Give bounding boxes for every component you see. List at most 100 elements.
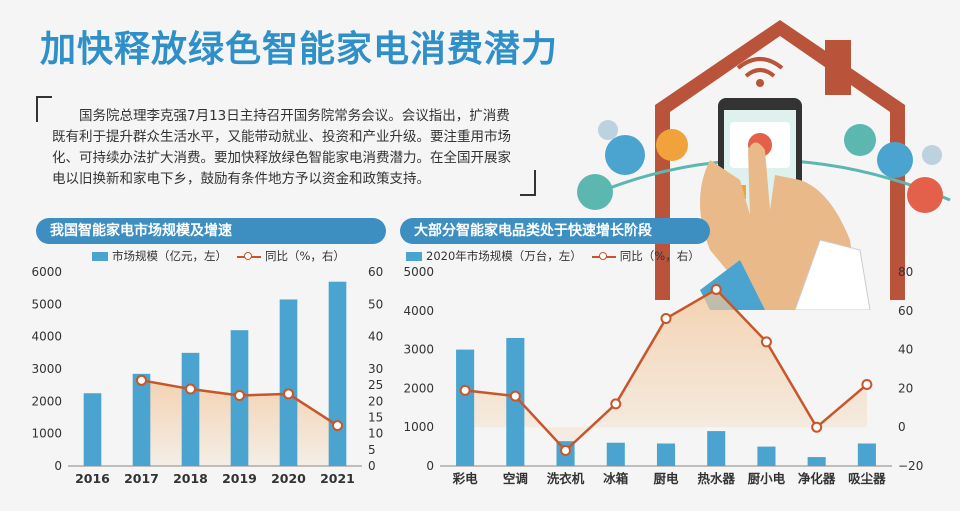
chart2-category-label: 厨小电 (748, 471, 786, 486)
chart2-line-point (811, 421, 823, 433)
chart2-legend: 2020年市场规模（万台，左） 同比（%，右） (406, 248, 700, 264)
chart2-category-label: 净化器 (798, 471, 836, 486)
chart1-left-tick: 3000 (31, 362, 62, 376)
legend-bar-swatch (92, 251, 108, 261)
chart2-bar (707, 431, 726, 466)
chart2-bar (857, 443, 876, 466)
chart2-category-label: 洗衣机 (547, 471, 585, 486)
chart1-right-tick: 30 (368, 362, 383, 376)
chart2-line-point (660, 313, 672, 325)
chart1-left-tick: 1000 (31, 427, 62, 441)
intro-paragraph: 国务院总理李克强7月13日主持召开国务院常务会议。会议指出，扩消费既有利于提升群… (52, 108, 511, 187)
chart1-legend: 市场规模（亿元，左） 同比（%，右） (92, 248, 345, 264)
chart2-legend-bar: 2020年市场规模（万台，左） (426, 249, 582, 263)
chart2-left-tick: 4000 (403, 304, 434, 318)
chart1-line-point (283, 388, 294, 400)
chart2-bar (807, 457, 826, 466)
chart1-bar (132, 373, 151, 466)
chart2-category-label: 彩电 (452, 471, 479, 486)
chart1-legend-line: 同比（%，右） (265, 249, 345, 263)
bracket-bottom-right (520, 170, 536, 196)
fridge-icon (577, 174, 613, 210)
legend-line-swatch (591, 251, 616, 261)
chart1-line-point (332, 420, 343, 432)
legend-line-swatch (237, 251, 261, 261)
chart1-left-tick: 4000 (31, 330, 62, 344)
lightbulb-icon (877, 142, 913, 178)
chart1-right-tick: 20 (368, 394, 383, 408)
chart2-category-label: 冰箱 (603, 471, 629, 486)
chart1-right-tick: 15 (368, 411, 383, 425)
chart2-category-label: 吸尘器 (848, 471, 886, 486)
lock-icon (656, 129, 688, 161)
chart2-line-point (560, 444, 572, 456)
chart1-category-label: 2018 (173, 471, 208, 486)
chart1-right-tick: 5 (368, 443, 376, 457)
page-title: 加快释放绿色智能家电消费潜力 (40, 29, 559, 70)
chart1-bar (279, 299, 298, 466)
chart2-category-label: 厨电 (653, 471, 679, 486)
chart2-bar (456, 349, 475, 466)
chart2-right-tick: 0 (898, 420, 906, 434)
chart1-left-tick: 6000 (31, 265, 62, 279)
chart2-bar (656, 443, 676, 466)
chart2-left-tick: 3000 (403, 343, 434, 357)
chart1-category-label: 2020 (271, 471, 306, 486)
chart2-line-point (760, 336, 772, 348)
chart2-line-point (710, 283, 722, 295)
chart2-line-point (459, 384, 471, 396)
chart1-right-tick: 10 (368, 427, 383, 441)
chart2-right-tick: 20 (898, 381, 913, 395)
chart2-bar (757, 446, 776, 466)
chart1-category-label: 2017 (124, 471, 159, 486)
chart1-category-label: 2019 (222, 471, 257, 486)
chart2-left-tick: 0 (426, 459, 434, 473)
chart1-bar (328, 281, 347, 466)
chart2-legend-line: 同比（%，右） (619, 249, 700, 263)
chart2-bar (606, 442, 625, 466)
chart2-category-label: 空调 (503, 471, 528, 486)
wifi-icon (736, 57, 784, 78)
chart1-right-tick: 40 (368, 330, 383, 344)
chart2-right-tick: 80 (898, 265, 913, 279)
chart1-line-point (234, 390, 245, 402)
chart1-line-point (185, 383, 196, 395)
chart1-legend-bar: 市场规模（亿元，左） (112, 249, 227, 263)
chart1-line-point (136, 374, 147, 386)
chart2-title-pill: 大部分智能家电品类处于快速增长阶段 (400, 218, 710, 244)
chart1-title-pill: 我国智能家电市场规模及增速 (36, 218, 386, 244)
bracket-top-left (36, 96, 52, 122)
chart2-category-label: 热水器 (697, 471, 735, 486)
chart2-right-tick: 60 (898, 304, 913, 318)
car-icon (907, 177, 943, 213)
chart2-line-area (465, 289, 867, 451)
chart1-bar (83, 393, 102, 466)
chart2-bar (506, 337, 525, 466)
chart1-bar (181, 352, 200, 466)
chart1-right-tick: 25 (368, 378, 383, 392)
chart1-right-tick: 50 (368, 297, 383, 311)
chart2-right-tick: 40 (898, 343, 913, 357)
chart2-left-tick: 1000 (403, 420, 434, 434)
chart1-left-tick: 2000 (31, 394, 62, 408)
chart1-left-tick: 5000 (31, 297, 62, 311)
legend-bar-swatch (406, 251, 422, 261)
chart1-right-tick: 0 (368, 459, 376, 473)
chart2-line-point (610, 398, 622, 410)
water-drop-icon (605, 135, 645, 175)
chart1-right-tick: 60 (368, 265, 383, 279)
chart2-line-point (509, 390, 521, 402)
chart2-left-tick: 5000 (403, 265, 434, 279)
chart2-title: 大部分智能家电品类处于快速增长阶段 (414, 223, 652, 239)
chart1-category-label: 2016 (75, 471, 110, 486)
smart-home-illustration (577, 20, 951, 310)
gear-icon (598, 120, 618, 140)
chart1-category-label: 2021 (320, 471, 355, 486)
chart2-left-tick: 2000 (403, 381, 434, 395)
chart1-title: 我国智能家电市场规模及增速 (50, 223, 232, 239)
chart2-line-point (861, 379, 873, 391)
chart2-right-tick: −20 (898, 459, 923, 473)
